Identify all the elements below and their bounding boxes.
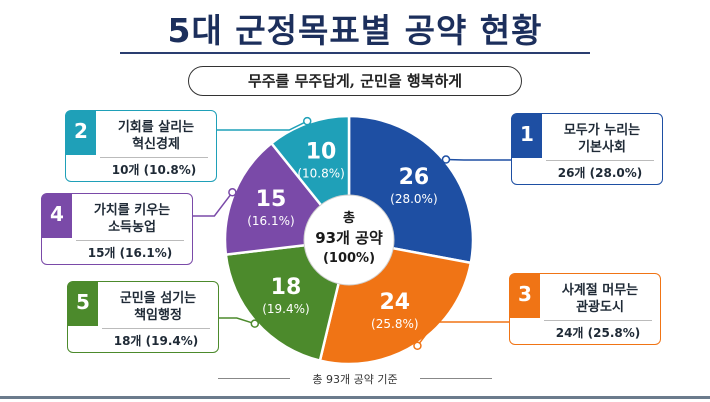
slice-value-goal-4: 15 <box>256 187 287 212</box>
slice-percent-goal-1: (28.0%) <box>390 192 437 206</box>
goal-number-badge: 2 <box>66 111 96 155</box>
goal-name: 가치를 키우는 소득농업 <box>93 203 171 235</box>
slice-value-goal-1: 26 <box>399 165 430 190</box>
goal-stat: 18개 (19.4%) <box>113 334 199 348</box>
slice-percent-goal-5: (19.4%) <box>262 302 309 316</box>
goal-stat: 15개 (16.1%) <box>87 246 173 260</box>
footer-rule-left <box>218 378 290 379</box>
connector-dot-goal-2 <box>302 116 312 126</box>
connector-goal-5 <box>219 317 256 325</box>
callout-goal-1: 1 모두가 누리는 기본사회 26개 (28.0%) <box>511 113 663 185</box>
footer-note: 총 93개 공약 기준 <box>312 373 398 386</box>
divider <box>100 157 208 158</box>
slice-percent-goal-3: (25.8%) <box>371 317 418 331</box>
slice-percent-goal-4: (16.1%) <box>247 214 294 228</box>
goal-stat: 10개 (10.8%) <box>111 163 197 177</box>
goal-stat: 26개 (28.0%) <box>557 166 643 180</box>
goal-name: 사계절 머무는 관광도시 <box>561 283 639 315</box>
goal-name: 기회를 살리는 혁신경제 <box>117 120 195 152</box>
goal-number-badge: 4 <box>42 194 72 238</box>
connector-dot-goal-4 <box>228 188 237 197</box>
goal-stat: 24개 (25.8%) <box>555 326 641 340</box>
callout-goal-3: 3 사계절 머무는 관광도시 24개 (25.8%) <box>509 273 661 345</box>
slogan-banner: 무주를 무주답게, 군민을 행복하게 <box>188 66 522 96</box>
divider <box>546 160 654 161</box>
slice-value-goal-5: 18 <box>271 275 302 300</box>
callout-goal-4: 4 가치를 키우는 소득농업 15개 (16.1%) <box>41 193 193 265</box>
connector-goal-3 <box>416 321 509 347</box>
goal-number-badge: 3 <box>510 274 540 318</box>
divider <box>544 320 652 321</box>
callout-goal-2: 2 기회를 살리는 혁신경제 10개 (10.8%) <box>65 110 217 182</box>
connector-goal-4 <box>193 191 233 217</box>
bottom-border <box>0 396 710 399</box>
center-label-total: 총 <box>343 210 355 226</box>
footer-rule-right <box>420 378 492 379</box>
connector-goal-2 <box>217 120 308 131</box>
slice-value-goal-2: 10 <box>306 139 337 164</box>
center-label-percent: (100%) <box>323 251 375 266</box>
divider <box>102 328 210 329</box>
connector-dot-goal-3 <box>413 341 422 351</box>
divider <box>76 240 184 241</box>
title-underline <box>120 52 590 54</box>
connector-dot-goal-1 <box>441 155 451 164</box>
center-label-count: 93개 공약 <box>315 229 383 247</box>
goal-name: 군민을 섬기는 책임행정 <box>119 291 197 323</box>
page-title: 5대 군정목표별 공약 현황 <box>167 11 543 50</box>
slice-percent-goal-2: (10.8%) <box>297 166 344 180</box>
slice-value-goal-3: 24 <box>379 290 410 315</box>
center-circle <box>303 194 395 286</box>
goal-number-badge: 5 <box>68 282 98 326</box>
callout-goal-5: 5 군민을 섬기는 책임행정 18개 (19.4%) <box>67 281 219 353</box>
goal-name: 모두가 누리는 기본사회 <box>563 123 641 155</box>
goal-number-badge: 1 <box>512 114 542 158</box>
connector-dot-goal-5 <box>250 319 260 328</box>
